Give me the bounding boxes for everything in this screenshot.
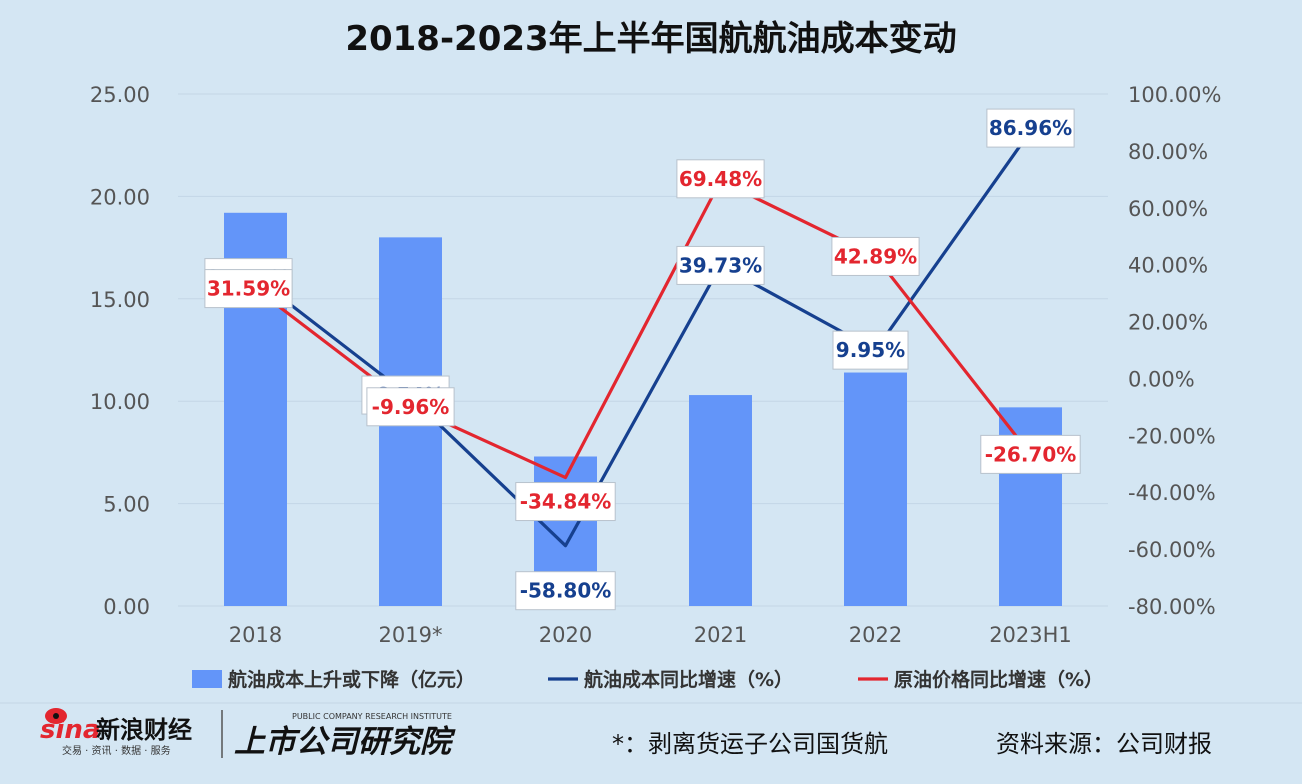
data-label-text: 39.73% xyxy=(679,253,762,277)
legend: 航油成本上升或下降（亿元） 航油成本同比增速（%） 原油价格同比增速（%） xyxy=(192,668,1103,691)
y-right-tick-label: 80.00% xyxy=(1128,140,1208,164)
y-left-tick-label: 0.00 xyxy=(103,595,150,619)
y-right-tick-label: 100.00% xyxy=(1128,83,1221,107)
y-right-tick-label: -40.00% xyxy=(1128,481,1216,505)
axis-ticks: 25.00 20.00 15.00 10.00 5.00 0.00 100.00% 80.00… xyxy=(90,83,1222,647)
grid-lines xyxy=(178,93,1108,607)
data-label: 86.96% xyxy=(986,108,1075,148)
institute-name: 上市公司研究院 xyxy=(234,724,456,760)
x-tick-label: 2021 xyxy=(694,623,747,647)
x-tick-label: 2019* xyxy=(379,623,443,647)
x-tick-label: 2023H1 xyxy=(989,623,1072,647)
y-right-tick-label: 40.00% xyxy=(1128,254,1208,278)
legend-item: 原油价格同比增速（%） xyxy=(858,668,1103,691)
legend-item: 航油成本上升或下降（亿元） xyxy=(192,668,475,691)
legend-swatch xyxy=(192,670,222,688)
sina-brand: 新浪财经 xyxy=(96,716,192,744)
series-line xyxy=(254,130,1032,548)
institute-logo: PUBLIC COMPANY RESEARCH INSTITUTE 上市公司研究… xyxy=(234,712,456,760)
y-right-tick-label: 60.00% xyxy=(1128,197,1208,221)
data-label: 39.73% xyxy=(676,245,765,285)
y-left-tick-label: 20.00 xyxy=(90,185,150,209)
legend-label: 航油成本同比增速（%） xyxy=(584,668,793,691)
sina-tagline: 交易 · 资讯 · 数据 · 服务 xyxy=(62,744,171,757)
y-right-tick-label: 20.00% xyxy=(1128,311,1208,335)
footnote: *：剥离货运子公司国货航 xyxy=(612,730,888,758)
data-label-text: -58.80% xyxy=(520,579,612,603)
data-label: 31.59% xyxy=(204,269,293,309)
data-label-text: 42.89% xyxy=(834,244,917,268)
y-left-tick-label: 10.00 xyxy=(90,390,150,414)
bar-series xyxy=(224,212,1062,607)
footer: sina 新浪财经 交易 · 资讯 · 数据 · 服务 PUBLIC COMPA… xyxy=(40,708,1212,760)
y-left-tick-label: 5.00 xyxy=(103,493,150,517)
sina-logo: sina 新浪财经 交易 · 资讯 · 数据 · 服务 xyxy=(40,708,192,757)
data-label-text: -9.96% xyxy=(372,395,450,419)
y-left-tick-label: 25.00 xyxy=(90,83,150,107)
data-label-box xyxy=(515,482,616,522)
y-right-tick-label: -60.00% xyxy=(1128,538,1216,562)
data-label-text: -26.70% xyxy=(985,442,1077,466)
sina-wordmark: sina xyxy=(40,715,100,745)
data-label-text: 86.96% xyxy=(989,116,1072,140)
data-label-box xyxy=(676,159,765,199)
data-label-box xyxy=(832,330,909,370)
legend-label: 原油价格同比增速（%） xyxy=(894,668,1103,691)
series-line xyxy=(254,179,1032,480)
y-right-tick-label: -20.00% xyxy=(1128,424,1216,448)
x-tick-label: 2022 xyxy=(849,623,902,647)
data-label: 9.95% xyxy=(832,330,909,370)
data-label-box xyxy=(204,269,293,309)
data-label-text: 69.48% xyxy=(679,167,762,191)
data-label: 42.89% xyxy=(831,236,920,276)
data-label: -26.70% xyxy=(980,434,1081,474)
data-label: 69.48% xyxy=(676,159,765,199)
bar xyxy=(844,372,907,606)
data-label: -58.80% xyxy=(515,571,616,611)
data-label-box xyxy=(676,245,765,285)
y-right-tick-label: -80.00% xyxy=(1128,595,1216,619)
x-tick-label: 2018 xyxy=(229,623,282,647)
bar xyxy=(689,395,752,606)
legend-label: 航油成本上升或下降（亿元） xyxy=(228,668,475,691)
y-right-tick-label: 0.00% xyxy=(1128,367,1195,391)
y-left-tick-label: 15.00 xyxy=(90,288,150,312)
data-label-box xyxy=(366,387,455,427)
data-label-text: 9.95% xyxy=(836,338,905,362)
data-label-text: 31.59% xyxy=(207,277,290,301)
data-label-box xyxy=(986,108,1075,148)
data-label-box xyxy=(980,434,1081,474)
data-label-text: -34.84% xyxy=(520,490,612,514)
source-note: 资料来源：公司财报 xyxy=(996,730,1212,758)
legend-item: 航油成本同比增速（%） xyxy=(548,668,793,691)
data-label: -34.84% xyxy=(515,482,616,522)
data-label-box xyxy=(515,571,616,611)
x-tick-label: 2020 xyxy=(539,623,592,647)
chart-title: 2018-2023年上半年国航航油成本变动 xyxy=(345,19,956,59)
data-label-box xyxy=(831,236,920,276)
data-labels: 35.45%-6.54%-58.80%39.73%9.95%86.96%31.5… xyxy=(204,108,1081,611)
line-series xyxy=(254,130,1032,548)
data-label: -9.96% xyxy=(366,387,455,427)
institute-english-name: PUBLIC COMPANY RESEARCH INSTITUTE xyxy=(292,712,452,721)
